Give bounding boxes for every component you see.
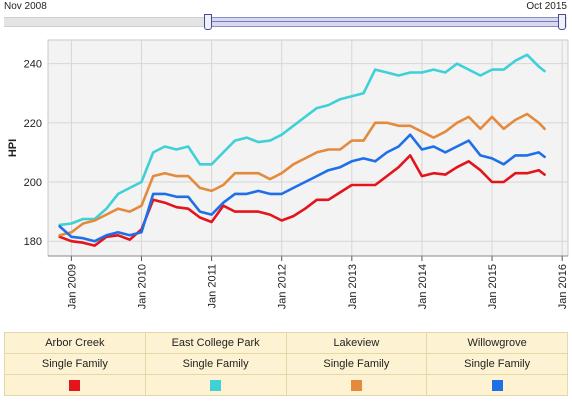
x-tick-label: Jan 2014 (417, 264, 429, 309)
legend-name-arbor-creek[interactable]: Arbor Creek (4, 332, 146, 354)
y-tick-label: 200 (24, 177, 42, 189)
legend-row-colors (4, 374, 568, 396)
x-tick-label: Jan 2011 (207, 264, 219, 308)
x-tick-label: Jan 2013 (347, 264, 359, 309)
legend-type-willowgrove: Single Family (426, 353, 568, 375)
x-tick-label: Jan 2012 (277, 264, 289, 309)
y-tick-label: 180 (24, 236, 42, 248)
y-tick-label: 220 (24, 118, 42, 130)
legend-table: Arbor Creek East College Park Lakeview W… (4, 332, 568, 396)
legend-swatch-lakeview[interactable] (350, 379, 362, 391)
slider-selected-range[interactable] (208, 17, 561, 27)
legend-swatch-east-college-park[interactable] (210, 379, 222, 391)
legend-row-types: Single Family Single Family Single Famil… (4, 353, 568, 375)
hpi-line-chart: 180 200 220 240 Jan 2009 Jan 2010 Jan 2011 Jan… (0, 34, 572, 330)
date-range-slider[interactable] (4, 14, 567, 32)
series-line-lakeview[interactable] (58, 112, 546, 237)
legend-swatch-arbor-creek[interactable] (69, 379, 81, 391)
x-tick-label: Jan 2016 (557, 264, 569, 309)
legend-swatch-willowgrove[interactable] (491, 379, 503, 391)
y-tick-label: 240 (24, 59, 42, 71)
slider-handle-start[interactable] (204, 14, 212, 30)
range-start-label: Nov 2008 (4, 1, 47, 12)
x-tick-label: Jan 2009 (66, 264, 78, 309)
range-end-label: Oct 2015 (526, 1, 567, 12)
y-axis-label: HPI (7, 139, 19, 157)
x-tick-label: Jan 2015 (487, 264, 499, 309)
legend-row-names: Arbor Creek East College Park Lakeview W… (4, 332, 568, 354)
slider-handle-end[interactable] (558, 14, 566, 30)
legend-name-lakeview[interactable]: Lakeview (285, 332, 428, 354)
legend-type-lakeview: Single Family (285, 353, 428, 375)
legend-name-willowgrove[interactable]: Willowgrove (426, 332, 568, 354)
series-line-east-college-park[interactable] (58, 53, 546, 227)
plot-area (47, 39, 569, 257)
legend-type-east-college-park: Single Family (144, 353, 287, 375)
legend-type-arbor-creek: Single Family (4, 353, 146, 375)
x-tick-label: Jan 2010 (136, 264, 148, 309)
series-line-willowgrove[interactable] (58, 133, 546, 243)
legend-name-east-college-park[interactable]: East College Park (144, 332, 287, 354)
